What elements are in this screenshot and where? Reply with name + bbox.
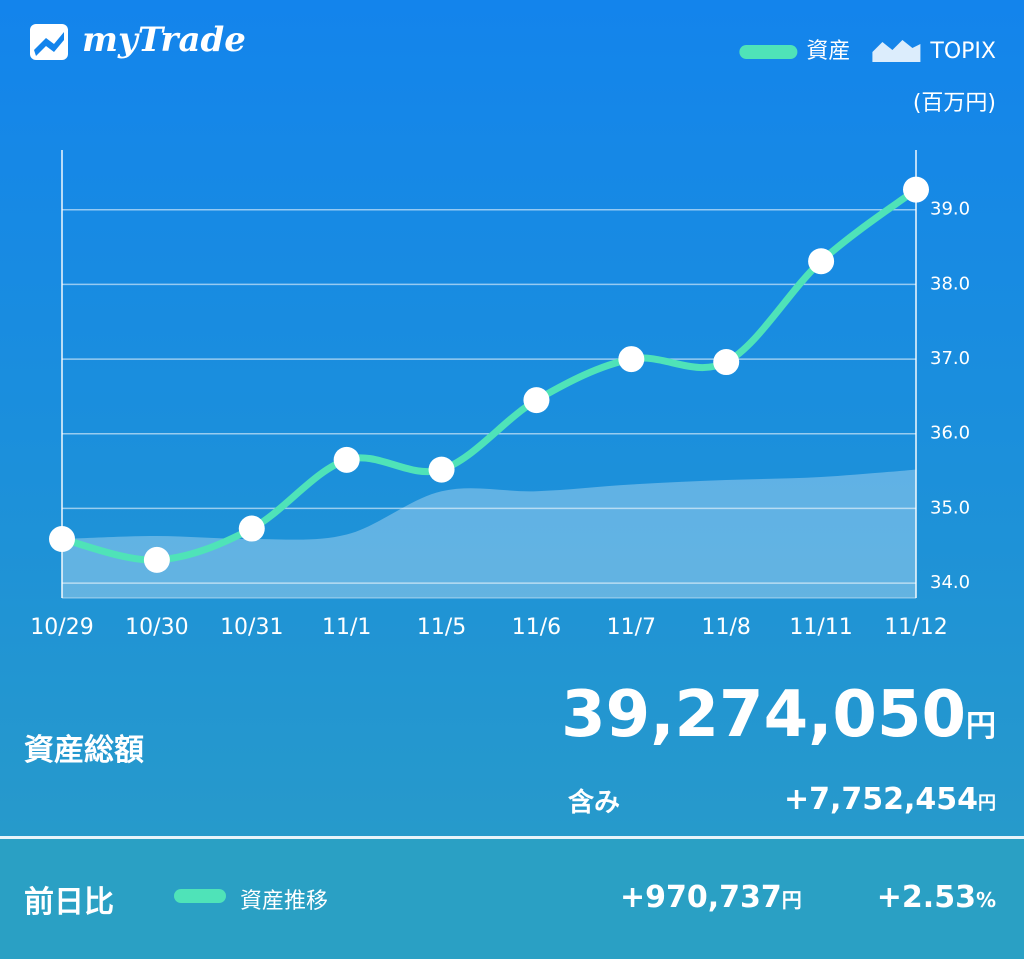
- x-tick-label: 11/8: [702, 615, 751, 640]
- topix-area: [62, 469, 916, 598]
- legend-label: 資産: [806, 39, 850, 64]
- y-tick-label: 36.0: [930, 423, 970, 444]
- daily-change-rate: +2.53%: [877, 880, 996, 915]
- x-tick-label: 10/29: [30, 615, 93, 640]
- daily-change: +970,737円: [620, 880, 802, 915]
- daily-change-unit: 円: [781, 888, 802, 912]
- logo-text: myTrade: [82, 20, 246, 60]
- daily-change-amount: +970,737: [620, 880, 782, 915]
- daily-label: 前日比: [24, 885, 114, 920]
- data-point: [903, 176, 929, 203]
- legend-label: TOPIX: [929, 39, 996, 64]
- y-tick-label: 35.0: [930, 497, 970, 518]
- x-tick-label: 11/7: [607, 615, 656, 640]
- daily-legend-icon: [174, 889, 226, 903]
- unrealized-unit: 円: [978, 793, 996, 814]
- y-tick-label: 39.0: [930, 199, 970, 220]
- x-tick-label: 11/1: [322, 615, 371, 640]
- data-point: [523, 387, 550, 414]
- x-tick-label: 11/5: [417, 615, 466, 640]
- y-tick-label: 38.0: [930, 273, 970, 294]
- daily-legend-label: 資産推移: [240, 889, 329, 914]
- total-amount: 39,274,050: [561, 678, 966, 752]
- data-point: [49, 526, 75, 553]
- data-point: [143, 546, 170, 573]
- x-tick-label: 10/31: [220, 615, 283, 640]
- daily-rate-unit: %: [975, 888, 996, 912]
- unrealized-amount: +7,752,454: [783, 782, 978, 817]
- x-tick-label: 11/6: [512, 615, 561, 640]
- data-point: [238, 515, 265, 542]
- x-tick-label: 11/11: [789, 615, 852, 640]
- daily-rate-value: +2.53: [876, 880, 976, 915]
- x-tick-label: 11/12: [884, 615, 947, 640]
- total-value: 39,274,050円: [561, 678, 996, 752]
- plot: 34.0 35.0 36.0 37.0 38.0 39.0 10/29 10/30 10/31 1…: [30, 150, 970, 640]
- unrealized-label: 含み: [568, 788, 621, 818]
- data-point: [428, 456, 455, 483]
- asset-line: [61, 186, 919, 564]
- data-point: [808, 248, 835, 275]
- legend-icon: [872, 40, 921, 62]
- daily-panel: [0, 836, 1024, 959]
- y-tick-label: 37.0: [930, 348, 970, 369]
- data-point: [713, 349, 740, 376]
- y-tick-label: 34.0: [930, 572, 970, 593]
- unit-label: (百万円): [913, 91, 996, 116]
- total-label: 資産総額: [24, 733, 144, 768]
- data-point: [333, 446, 360, 473]
- total-unit: 円: [966, 709, 996, 744]
- unrealized-value: +7,752,454円: [784, 782, 996, 817]
- x-tick-label: 10/30: [125, 615, 188, 640]
- data-point: [618, 346, 645, 373]
- logo-icon: [30, 24, 68, 60]
